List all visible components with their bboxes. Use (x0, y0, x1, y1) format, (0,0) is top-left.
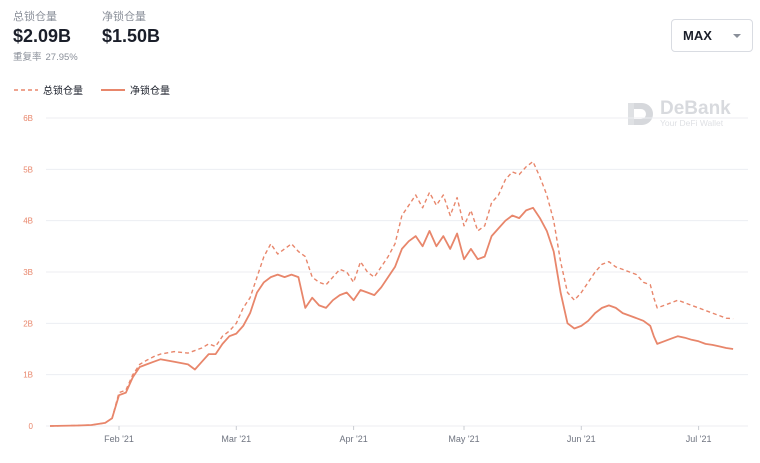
y-tick-label: 2B (23, 319, 33, 328)
debank-watermark: DeBank Your DeFi Wallet (628, 99, 731, 128)
legend-item-net-tvl[interactable]: 净锁仓量 (101, 82, 170, 97)
ratio-label: 重复率 (13, 52, 42, 63)
x-tick-label: May '21 (448, 434, 479, 444)
series-layer (49, 160, 734, 427)
watermark-subtitle: Your DeFi Wallet (660, 118, 724, 128)
solid-line-icon (101, 88, 125, 91)
series-line-net-tvl (49, 206, 734, 427)
tvl-value: $2.09B (13, 26, 72, 46)
x-tick-label: Mar '21 (221, 434, 251, 444)
chart-legend: 总锁仓量 净锁仓量 (14, 82, 188, 97)
y-tick-label: 3B (23, 268, 33, 277)
tvl-stat: 总锁仓量 $2.09B 重复率 27.95% (13, 10, 82, 63)
legend-item-tvl[interactable]: 总锁仓量 (14, 82, 83, 97)
legend-label-net-tvl: 净锁仓量 (130, 86, 170, 97)
dashed-line-icon (14, 88, 38, 91)
y-axis-ticks: 0 1B 2B 3B 4B 5B 6B (23, 114, 33, 431)
y-tick-label: 5B (23, 165, 33, 174)
watermark-title: DeBank (660, 98, 731, 119)
debank-logo-icon (628, 102, 653, 125)
ratio-row: 重复率 27.95% (13, 49, 82, 63)
x-tick-label: Jul '21 (686, 434, 712, 444)
series-line-tvl (49, 160, 734, 427)
y-tick-label: 0 (29, 422, 34, 431)
y-tick-label: 4B (23, 217, 33, 226)
net-tvl-stat: 净锁仓量 $1.50B (102, 10, 160, 47)
time-range-select[interactable]: MAX (671, 19, 753, 52)
legend-label-tvl: 总锁仓量 (43, 86, 83, 97)
y-tick-label: 6B (23, 114, 33, 123)
grid-layer (46, 117, 748, 427)
chevron-down-icon (733, 34, 741, 38)
x-tick-label: Jun '21 (567, 434, 596, 444)
tvl-label: 总锁仓量 (13, 11, 57, 23)
x-tick-label: Apr '21 (339, 434, 367, 444)
y-tick-label: 1B (23, 371, 33, 380)
x-axis-ticks: Feb '21 Mar '21 Apr '21 May '21 Jun '21 Jul '… (104, 426, 711, 444)
net-tvl-value: $1.50B (102, 26, 161, 46)
x-tick-label: Feb '21 (104, 434, 134, 444)
time-range-value: MAX (683, 28, 712, 43)
net-tvl-label: 净锁仓量 (102, 11, 146, 23)
ratio-value: 27.95% (45, 52, 78, 63)
